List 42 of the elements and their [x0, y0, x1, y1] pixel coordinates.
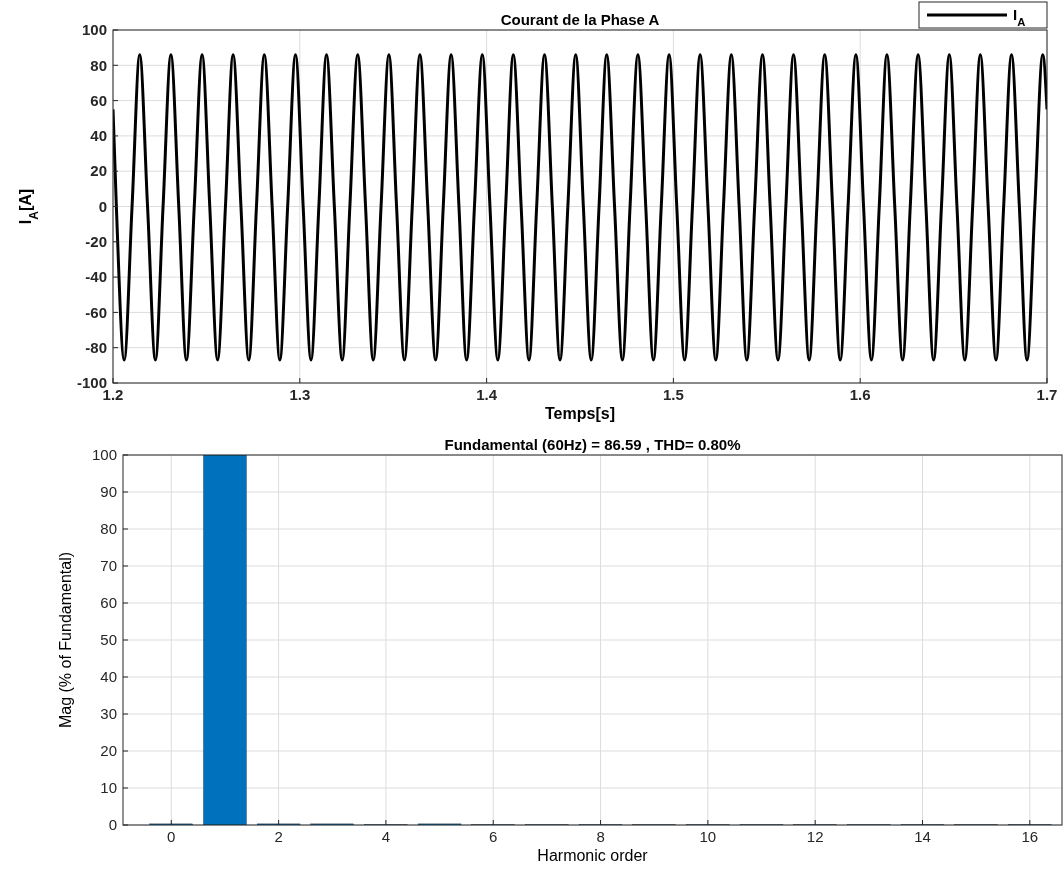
y-tick-label: -60: [85, 303, 107, 321]
x-tick-label: 2: [274, 828, 283, 845]
x-tick-label: 1.3: [289, 386, 311, 403]
x-axis-title: Harmonic order: [537, 847, 649, 864]
x-tick-label: 6: [489, 828, 498, 845]
y-tick-label: 20: [100, 742, 117, 760]
x-tick-label: 10: [699, 828, 717, 845]
legend-box: I$_{A}$: [918, 1, 1048, 29]
y-tick-label: -80: [85, 338, 107, 356]
y-tick-label: 0: [108, 816, 117, 834]
y-tick-label: 30: [100, 705, 117, 723]
y-tick-label: 60: [90, 91, 107, 109]
x-tick-label: 1.4: [476, 386, 498, 403]
y-tick-label: -40: [85, 268, 107, 286]
x-tick-label: 1.7: [1036, 386, 1058, 403]
x-tick-label: 16: [1021, 828, 1039, 845]
y-tick-label: 80: [90, 56, 107, 74]
y-tick-label: 40: [90, 127, 107, 145]
y-tick-label: 10: [100, 779, 117, 797]
x-tick-label: 0: [167, 828, 176, 845]
x-axis-title: Temps[s]: [545, 405, 615, 422]
series-label: I$_{A}$: [1013, 6, 1026, 29]
y-tick-label: 60: [100, 594, 117, 612]
x-tick-label: 1.5: [662, 386, 684, 403]
x-tick-label: 8: [596, 828, 605, 845]
x-tick-label: 12: [806, 828, 824, 845]
y-tick-label: 80: [100, 520, 117, 538]
chart-title: Courant de la Phase A: [500, 11, 660, 28]
y-tick-label: 90: [100, 483, 117, 501]
y-tick-label: 100: [91, 446, 117, 464]
x-tick-label: 4: [381, 828, 391, 845]
x-tick-label: 1.6: [849, 386, 871, 403]
y-tick-label: 100: [81, 21, 107, 39]
y-tick-label: 40: [100, 668, 117, 686]
y-tick-label: 20: [90, 162, 107, 180]
y-tick-label: -20: [85, 233, 107, 251]
y-tick-label: 50: [100, 631, 117, 649]
y-tick-label: 70: [100, 557, 117, 575]
chart-title: Fundamental (60Hz) = 86.59 , THD= 0.80%: [444, 436, 741, 453]
y-axis-title: Mag (% of Fundamental): [57, 551, 74, 729]
x-tick-label: 14: [914, 828, 931, 845]
y-tick-label: 0: [98, 197, 107, 215]
